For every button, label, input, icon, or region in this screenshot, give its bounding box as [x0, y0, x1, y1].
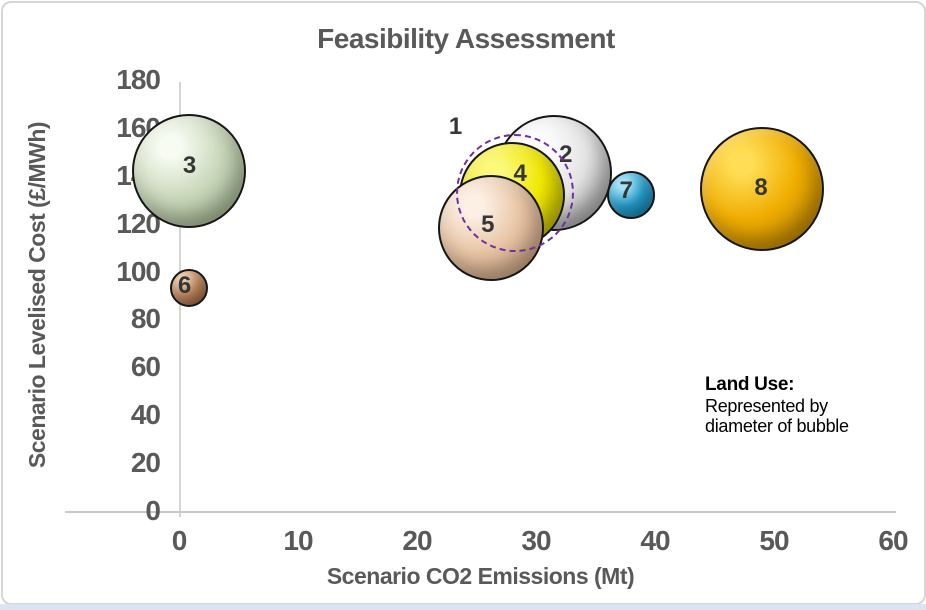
y-tick-label: 100	[116, 255, 161, 287]
land-use-annotation: Land Use: Represented by diameter of bub…	[705, 373, 849, 436]
x-tick-label: 60	[878, 525, 908, 556]
bubble-label-6: 6	[177, 272, 192, 300]
y-tick-label: 20	[130, 447, 161, 479]
annotation-line-1: Represented by	[705, 396, 828, 416]
y-tick-label: 0	[145, 495, 161, 526]
x-tick-label: 20	[402, 525, 432, 556]
bubble-6[interactable]: 6	[169, 269, 208, 308]
x-tick-label: 0	[171, 525, 188, 556]
x-axis-title: Scenario CO2 Emissions (Mt)	[326, 563, 635, 589]
bubble-8[interactable]: 8	[700, 126, 825, 251]
y-tick-label: 180	[116, 64, 161, 95]
bubble-label-1: 1	[448, 112, 463, 140]
bubble-label-3: 3	[182, 151, 197, 179]
y-tick-label: 60	[130, 351, 161, 383]
y-tick-label: 80	[130, 303, 161, 335]
chart-title: Feasibility Assessment	[317, 23, 615, 54]
worksheet-strip	[0, 604, 926, 610]
bubble-1[interactable]: 1	[449, 113, 574, 252]
y-axis-title: Scenario Levelised Cost (£/MWh)	[24, 121, 50, 469]
annotation-line-2: diameter of bubble	[705, 416, 849, 436]
x-tick-label: 50	[759, 525, 789, 556]
x-axis-line	[65, 511, 896, 513]
y-tick-label: 40	[130, 399, 161, 431]
bubble-label-8: 8	[754, 173, 768, 201]
x-tick-label: 40	[640, 525, 670, 556]
bubble-label-7: 7	[619, 176, 633, 204]
annotation-heading: Land Use:	[705, 374, 795, 395]
x-tick-label: 30	[521, 525, 551, 556]
bubble-7[interactable]: 7	[607, 170, 656, 219]
bubble-3[interactable]: 3	[131, 113, 246, 228]
x-tick-label: 10	[283, 525, 313, 556]
